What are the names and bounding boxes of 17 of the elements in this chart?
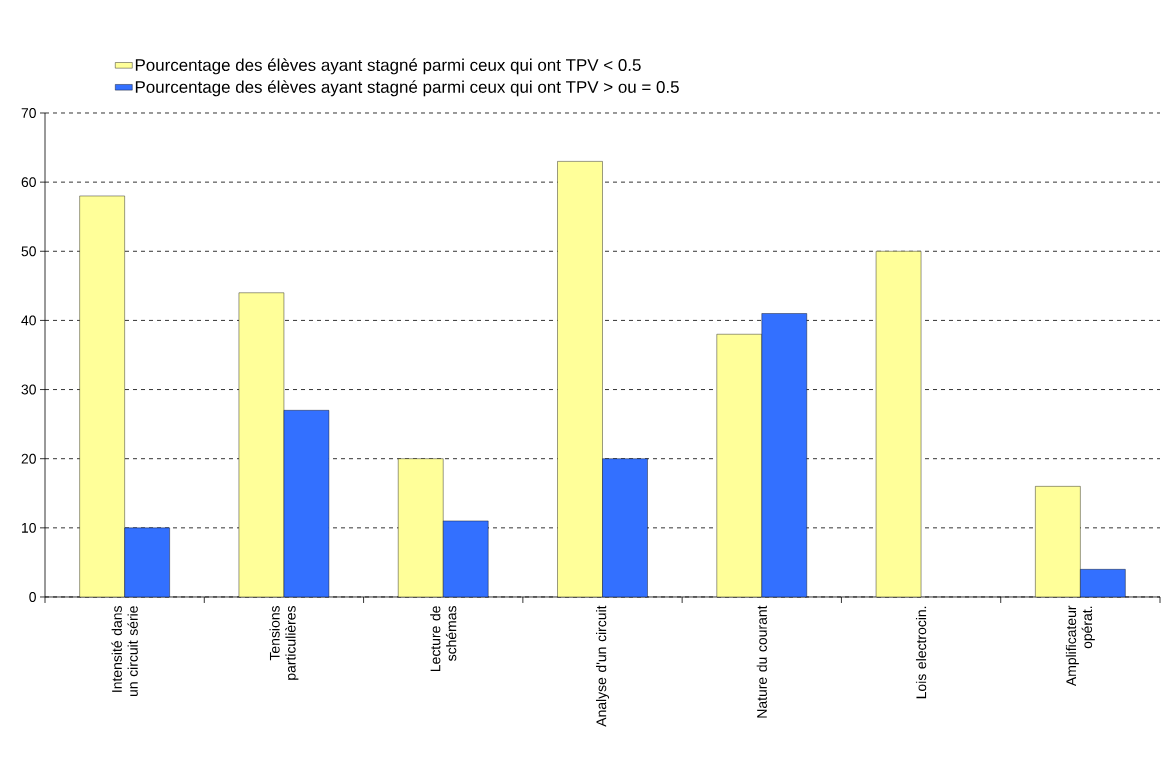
y-tick-label: 50 [21, 246, 36, 257]
legend-label: Pourcentage des élèves ayant stagné parmi ceux qui ont TPV < 0.5 [135, 58, 641, 75]
y-tick-label: 30 [21, 384, 36, 395]
x-tick-label: Tensions particulières [269, 606, 299, 680]
legend-label: Pourcentage des élèves ayant stagné parmi ceux qui ont TPV > ou = 0.5 [135, 80, 679, 97]
y-tick-label: 10 [22, 522, 36, 533]
x-tick-label: Amplificateur opérat. [1065, 605, 1095, 687]
x-tick-label: Intensité dans un circuit série [111, 606, 138, 697]
y-tick-label: 60 [21, 177, 36, 188]
x-tick-label: Analyse d'un circuit [596, 605, 609, 727]
x-tick-label: Lecture de schémas [430, 606, 457, 672]
y-tick-label: 20 [21, 453, 36, 464]
y-tick-label: 0 [29, 592, 36, 602]
x-tick-label: Lois electrocin. [915, 606, 927, 699]
x-tick-label: Nature du courant [756, 605, 767, 718]
y-tick-label: 40 [21, 315, 36, 326]
y-tick-label: 70 [21, 108, 36, 118]
